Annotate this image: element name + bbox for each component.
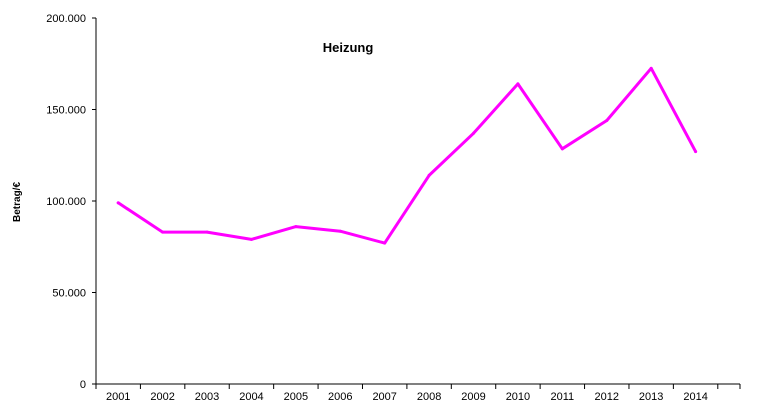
x-tick-label: 2003 xyxy=(195,391,219,403)
data-point xyxy=(161,230,165,234)
x-tick-label: 2014 xyxy=(683,391,707,403)
data-point xyxy=(294,225,298,229)
y-axis-title: Betrag/€ xyxy=(12,182,23,222)
chart-title: Heizung xyxy=(323,40,374,55)
data-point xyxy=(427,173,431,177)
y-tick-label: 150.000 xyxy=(46,105,86,117)
x-tick-label: 2013 xyxy=(639,391,663,403)
data-point xyxy=(383,241,387,245)
data-point xyxy=(649,66,653,70)
data-point xyxy=(560,147,564,151)
y-tick-label: 0 xyxy=(80,379,86,391)
x-tick-label: 2008 xyxy=(417,391,441,403)
x-tick-label: 2009 xyxy=(461,391,485,403)
y-tick-label: 200.000 xyxy=(46,13,86,25)
data-point xyxy=(694,150,698,154)
plot-area xyxy=(116,66,698,245)
data-point xyxy=(516,82,520,86)
x-tick-label: 2010 xyxy=(506,391,530,403)
x-tick-label: 2012 xyxy=(595,391,619,403)
y-axis: 0 50.000 100.000 150.000 200.000 xyxy=(46,13,97,391)
series-line xyxy=(116,66,698,245)
x-tick-label: 2007 xyxy=(372,391,396,403)
x-tick-label: 2001 xyxy=(106,391,130,403)
y-tick-label: 100.000 xyxy=(46,196,86,208)
data-point xyxy=(472,131,476,135)
data-point xyxy=(205,230,209,234)
data-point xyxy=(338,229,342,233)
x-tick-label: 2005 xyxy=(284,391,308,403)
x-tick-label: 2011 xyxy=(551,391,575,403)
data-point xyxy=(605,118,609,122)
x-tick-label: 2002 xyxy=(150,391,174,403)
y-tick-label: 50.000 xyxy=(52,288,86,300)
data-point xyxy=(116,201,120,205)
x-tick-label: 2004 xyxy=(239,391,263,403)
x-tick-label: 2006 xyxy=(328,391,352,403)
x-axis: 2001 2002 2003 2004 2005 2006 2007 2008 2009 2010… xyxy=(95,383,741,403)
data-point xyxy=(249,237,253,241)
